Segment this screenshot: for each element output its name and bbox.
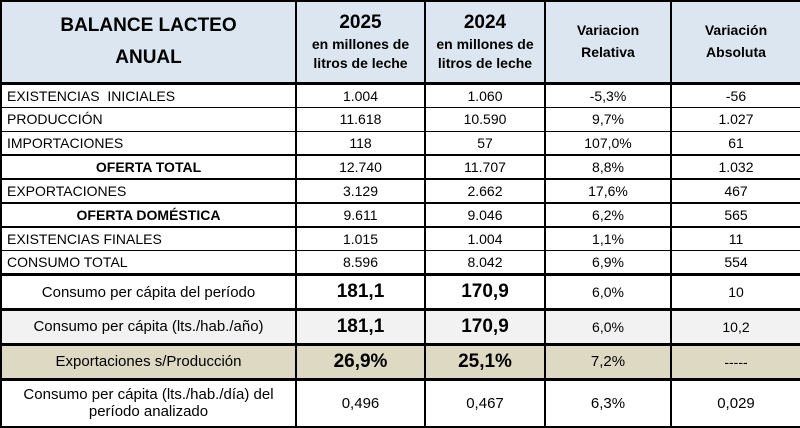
table-title-cell: BALANCE LACTEO ANUAL [0,0,297,85]
value-2024: 11.707 [424,154,546,181]
column-2025-subtitle1: en millones de [311,35,410,52]
variation-absolute: 1.032 [670,154,800,181]
row-label: PRODUCCIÓN [0,106,297,132]
row-label: Exportaciones s/Producción [0,342,297,380]
value-2025: 0,496 [295,377,426,428]
variacion-absoluta-line2: Absoluta [706,44,766,60]
value-2025: 181,1 [295,308,426,345]
value-2024: 10.590 [424,106,546,132]
column-2024-subtitle2: litros de leche [437,54,533,71]
variation-relative: 6,3% [544,377,672,428]
variation-absolute: 467 [670,178,800,204]
variation-relative: 6,9% [544,250,672,276]
table-title-line1: BALANCE LACTEO [60,14,237,36]
table-row-produccion: PRODUCCIÓN 11.618 10.590 9,7% 1.027 [0,106,800,132]
table-row-consumo-total: CONSUMO TOTAL 8.596 8.042 6,9% 554 [0,250,800,276]
value-2024: 1.004 [424,226,546,252]
value-2024: 0,467 [424,377,546,428]
variacion-relativa-line1: Variacion [576,22,640,39]
row-label: EXISTENCIAS FINALES [0,226,297,252]
variation-relative: 6,0% [544,308,672,345]
table-row-exportaciones-sobre-produccion: Exportaciones s/Producción 26,9% 25,1% 7… [0,342,800,380]
variation-relative: 6,2% [544,202,672,228]
column-year-2024: 2024 [463,12,507,34]
table-row-oferta-domestica: OFERTA DOMÉSTICA 9.611 9.046 6,2% 565 [0,202,800,228]
table-row-existencias-finales: EXISTENCIAS FINALES 1.015 1.004 1,1% 11 [0,226,800,252]
table-row-consumo-per-capita-periodo: Consumo per cápita del período 181,1 170… [0,273,800,311]
row-label: OFERTA DOMÉSTICA [0,202,297,228]
table-body: EXISTENCIAS INICIALES 1.004 1.060 -5,3% … [0,83,800,428]
variation-relative: 7,2% [544,342,672,380]
value-2025: 3.129 [295,178,426,204]
variation-absolute: 565 [670,202,800,228]
variation-relative: 17,6% [544,178,672,204]
table-row-existencias-iniciales: EXISTENCIAS INICIALES 1.004 1.060 -5,3% … [0,83,800,108]
value-2024: 25,1% [424,342,546,380]
value-2025: 8.596 [295,250,426,276]
column-2025-subtitle2: litros de leche [313,54,408,71]
variation-absolute: 0,029 [670,377,800,428]
row-label: EXISTENCIAS INICIALES [0,83,297,108]
row-label: Consumo per cápita (lts./hab./año) [0,308,297,345]
value-2025: 181,1 [295,273,426,311]
value-2025: 9.611 [295,202,426,228]
row-label: OFERTA TOTAL [0,154,297,181]
variation-absolute: 11 [670,226,800,252]
row-label: Consumo per cápita (lts./hab./día) del p… [0,377,297,428]
variation-absolute: 554 [670,250,800,276]
column-2024-subtitle1: en millones de [436,35,534,52]
value-2024: 170,9 [424,308,546,345]
value-2025: 11.618 [295,106,426,132]
value-2024: 9.046 [424,202,546,228]
column-year-2025: 2025 [339,12,382,34]
row-label: Consumo per cápita del período [0,273,297,311]
row-label: EXPORTACIONES [0,178,297,204]
value-2025: 1.004 [295,83,426,108]
table-row-exportaciones: EXPORTACIONES 3.129 2.662 17,6% 467 [0,178,800,204]
row-label: IMPORTACIONES [0,130,297,156]
variation-relative: 1,1% [544,226,672,252]
value-2025: 12.740 [295,154,426,181]
table-row-consumo-per-capita-diario: Consumo per cápita (lts./hab./día) del p… [0,377,800,428]
column-header-2025: 2025 en millones de litros de leche [295,0,426,85]
value-2025: 26,9% [295,342,426,380]
table-row-importaciones: IMPORTACIONES 118 57 107,0% 61 [0,130,800,156]
variation-absolute: ----- [670,342,800,380]
variation-absolute: 1.027 [670,106,800,132]
value-2024: 170,9 [424,273,546,311]
variation-relative: 8,8% [544,154,672,181]
value-2024: 8.042 [424,250,546,276]
column-header-variacion-absoluta: Variación Absoluta [670,0,800,85]
value-2025: 1.015 [295,226,426,252]
table-title-line2: ANUAL [115,47,182,68]
variation-absolute: 10 [670,273,800,311]
variation-absolute: 61 [670,130,800,156]
variation-relative: 107,0% [544,130,672,156]
value-2025: 118 [295,130,426,156]
variation-relative: 6,0% [544,273,672,311]
value-2024: 57 [424,130,546,156]
table-row-oferta-total: OFERTA TOTAL 12.740 11.707 8,8% 1.032 [0,154,800,181]
table-header: BALANCE LACTEO ANUAL 2025 en millones de… [0,0,800,85]
table-row-consumo-per-capita-anual: Consumo per cápita (lts./hab./año) 181,1… [0,308,800,345]
variation-absolute: 10,2 [670,308,800,345]
variation-relative: 9,7% [544,106,672,132]
column-header-2024: 2024 en millones de litros de leche [424,0,546,85]
variation-relative: -5,3% [544,83,672,108]
column-header-variacion-relativa: Variacion Relativa [544,0,672,85]
row-label: CONSUMO TOTAL [0,250,297,276]
variacion-absoluta-line1: Variación [704,22,768,39]
variation-absolute: -56 [670,83,800,108]
value-2024: 2.662 [424,178,546,204]
header-row: BALANCE LACTEO ANUAL 2025 en millones de… [0,0,800,85]
value-2024: 1.060 [424,83,546,108]
variacion-relativa-line2: Relativa [581,44,635,60]
